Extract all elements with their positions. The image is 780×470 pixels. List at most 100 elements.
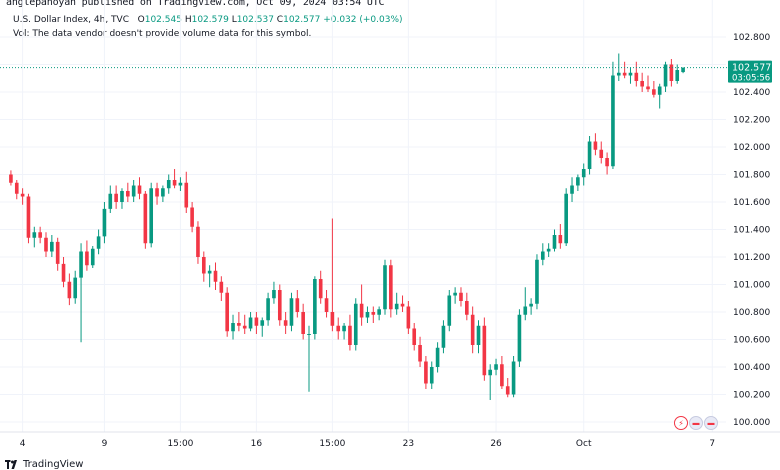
candle <box>330 218 335 332</box>
price-tick-label: 101.800 <box>733 171 770 181</box>
candle-body <box>9 174 13 183</box>
candle <box>470 306 475 354</box>
candle <box>640 72 644 92</box>
price-tick-label: 101.200 <box>733 253 770 263</box>
us-flag-icon[interactable]: ▬ <box>704 416 718 430</box>
tradingview-brand[interactable]: TradingView <box>5 459 83 470</box>
candle <box>301 303 305 340</box>
candle-body <box>44 237 48 252</box>
last-price-value: 102.577 <box>732 63 771 74</box>
candle-body <box>400 303 405 307</box>
candle-body <box>570 185 574 194</box>
candle <box>102 202 107 244</box>
candle <box>126 182 130 202</box>
candle-body <box>114 193 118 202</box>
lightning-icon[interactable]: ⚡ <box>674 416 688 430</box>
last-price-countdown: 03:05:56 <box>732 74 770 84</box>
candle <box>535 254 539 310</box>
economic-events[interactable]: ⚡ ▬ ▬ <box>674 416 719 430</box>
candle <box>307 325 311 392</box>
candle-body <box>172 180 177 186</box>
candle <box>681 67 685 74</box>
candle-body <box>669 64 674 81</box>
candle <box>219 276 224 301</box>
price-tick-label: 102.000 <box>733 143 770 153</box>
candle-body <box>412 328 417 345</box>
candle-body <box>336 325 341 332</box>
candle-body <box>634 72 639 81</box>
candle-body <box>500 364 504 387</box>
candle <box>605 152 609 175</box>
candle <box>359 284 364 326</box>
candle <box>225 287 229 337</box>
candle <box>377 306 381 321</box>
candle-body <box>61 263 66 282</box>
candle-body <box>242 325 247 329</box>
price-tick-label: 102.200 <box>733 116 770 126</box>
candle-body <box>576 177 580 186</box>
chart-legend: U.S. Dollar Index, 4h, TVC O102.545 H102… <box>13 15 403 25</box>
candle-body <box>535 259 539 304</box>
candle-body <box>359 303 364 318</box>
candle <box>622 61 627 79</box>
candle-body <box>628 72 633 76</box>
candles <box>9 53 685 400</box>
candle-body <box>20 193 25 197</box>
candle <box>546 243 551 257</box>
candle <box>646 75 650 92</box>
candle-body <box>266 298 270 321</box>
candle-body <box>675 70 680 81</box>
candle <box>459 287 463 307</box>
price-axis: 100.000 100.200 100.400 100.600 100.800 101.0… <box>733 33 770 428</box>
candle-body <box>324 298 329 312</box>
candle <box>599 141 604 164</box>
price-tick-label: 100.600 <box>733 336 770 346</box>
candle <box>237 312 241 332</box>
candle <box>272 281 276 304</box>
candle-body <box>424 361 428 384</box>
volume-note: Vol: The data vendor doesn't provide vol… <box>13 29 312 39</box>
candle <box>324 290 329 318</box>
candle-body <box>313 279 317 334</box>
candle <box>201 251 206 282</box>
candle-body <box>482 325 487 376</box>
legend-low-value: 102.537 <box>236 15 274 25</box>
candle <box>20 188 25 205</box>
candle-body <box>476 325 481 345</box>
last-price-label: 102.577 03:05:56 <box>728 60 772 84</box>
candle <box>558 224 563 249</box>
candle-body <box>389 265 393 310</box>
candle-body <box>511 361 516 395</box>
candle <box>611 61 615 169</box>
us-flag-icon[interactable]: ▬ <box>689 416 703 430</box>
candle <box>394 292 399 315</box>
candle-body <box>149 188 154 244</box>
candle <box>540 243 545 266</box>
candle <box>143 191 148 249</box>
candle-body <box>213 270 218 282</box>
candle <box>149 182 154 248</box>
candle-body <box>248 317 253 329</box>
candle-body <box>102 208 107 237</box>
candle-body <box>166 180 171 189</box>
candle <box>441 320 446 354</box>
candle <box>242 314 247 334</box>
candle-body <box>587 141 592 169</box>
candle-body <box>348 325 352 345</box>
candle-body <box>254 317 259 326</box>
candle <box>55 237 60 271</box>
legend-open-label: O <box>137 15 145 25</box>
candle <box>114 185 118 209</box>
candle <box>453 287 457 304</box>
legend-change: +0.032 (+0.03%) <box>323 15 403 25</box>
candle-body <box>646 86 650 90</box>
candle-body <box>330 312 335 326</box>
candle <box>663 61 668 92</box>
candle-body <box>207 270 212 274</box>
candle-body <box>196 226 200 257</box>
candle-body <box>564 193 568 244</box>
candle-body <box>371 312 376 315</box>
candle <box>336 317 341 340</box>
candle-body <box>447 295 452 326</box>
